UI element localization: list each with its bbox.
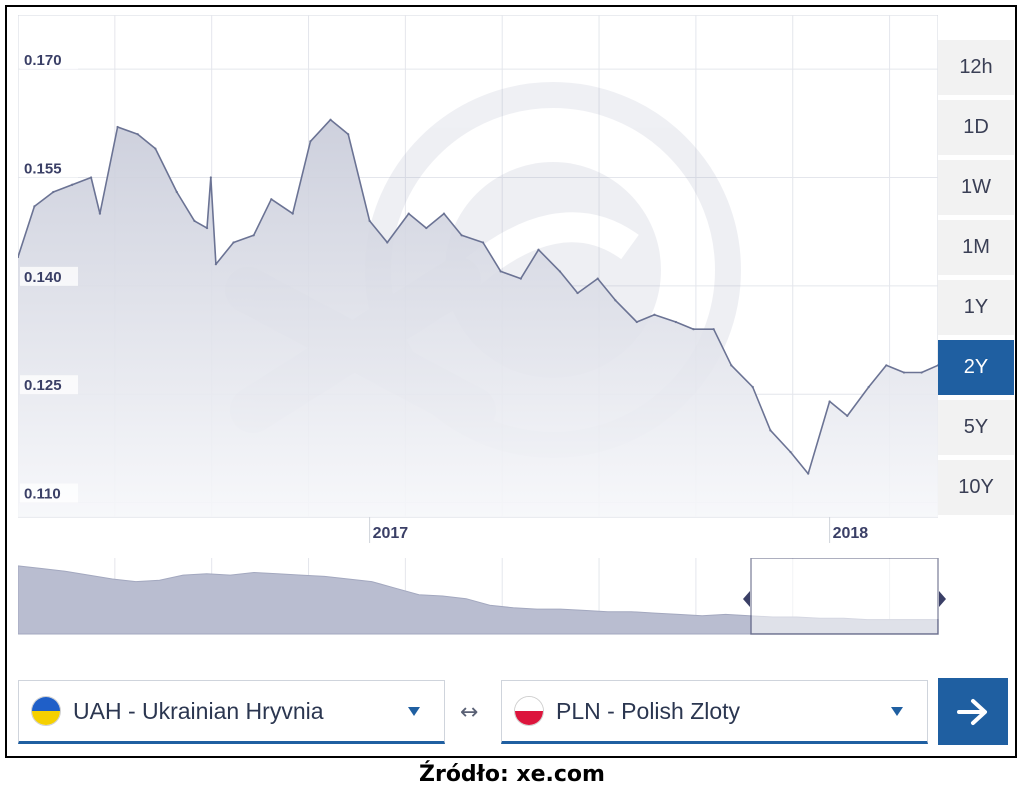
x-tick-label: 2017	[373, 525, 409, 542]
x-axis: 2017 2018	[369, 517, 869, 543]
rate-point	[368, 219, 371, 222]
rate-area	[18, 118, 938, 517]
rate-point	[347, 133, 350, 136]
rate-point	[460, 234, 463, 237]
range-button-1y[interactable]: 1Y	[938, 280, 1014, 335]
rate-point	[71, 183, 74, 186]
rate-point	[425, 226, 428, 230]
rate-point	[614, 299, 617, 302]
rate-point	[902, 371, 906, 374]
y-tick-label: 0.125	[24, 377, 62, 394]
range-button-1m[interactable]: 1M	[938, 220, 1014, 275]
rate-point	[98, 212, 102, 215]
rate-point	[558, 270, 562, 273]
rate-point	[789, 450, 792, 454]
rate-point	[193, 219, 196, 222]
left-handle-icon	[743, 591, 750, 607]
y-tick-label: 0.140	[24, 269, 62, 286]
rate-point	[936, 364, 938, 367]
rate-point	[730, 364, 733, 367]
to-currency-label: PLN - Polish Zloty	[556, 697, 741, 724]
exchange-rate-chart: 0.170 0.155 0.140 0.125 0.110 2017 2018	[18, 15, 938, 543]
y-axis: 0.170 0.155 0.140 0.125 0.110	[20, 50, 78, 503]
range-button-5y[interactable]: 5Y	[938, 400, 1014, 455]
ukraine-flag-icon	[31, 696, 61, 726]
rate-point	[537, 248, 540, 251]
rate-point	[407, 212, 410, 215]
rate-point	[769, 429, 772, 432]
rate-point	[89, 176, 93, 179]
from-currency-select[interactable]: UAH - Ukrainian Hryvnia	[18, 680, 445, 744]
y-tick-background	[20, 375, 78, 395]
rate-point	[828, 400, 831, 403]
rate-point	[232, 241, 235, 244]
rate-point	[576, 291, 579, 295]
y-tick-background	[20, 50, 78, 70]
swap-currencies-button[interactable]: ↔	[460, 700, 479, 725]
y-tick-background	[20, 158, 78, 178]
rate-point	[116, 125, 119, 129]
y-tick-background	[20, 483, 78, 503]
rate-point	[252, 234, 255, 237]
range-button-2y[interactable]: 2Y	[938, 340, 1014, 395]
from-currency-label: UAH - Ukrainian Hryvnia	[73, 697, 324, 724]
range-button-1w[interactable]: 1W	[938, 160, 1014, 215]
rate-point	[18, 255, 20, 259]
y-tick-label: 0.155	[24, 161, 62, 178]
rate-point	[386, 241, 389, 244]
rate-point	[846, 414, 849, 417]
x-tick-label: 2018	[833, 525, 869, 542]
rate-point	[635, 320, 638, 324]
range-navigator[interactable]	[18, 558, 948, 638]
rate-point	[205, 226, 209, 230]
poland-flag-icon	[514, 696, 544, 726]
rate-point	[154, 147, 157, 150]
to-currency-select[interactable]: PLN - Polish Zloty	[501, 680, 928, 744]
rate-point	[291, 212, 294, 215]
rate-point	[920, 371, 923, 374]
rate-point	[596, 277, 599, 280]
y-tick-label: 0.110	[24, 486, 61, 503]
rate-point	[653, 313, 656, 316]
rate-point	[136, 133, 139, 136]
chevron-down-icon	[891, 706, 903, 716]
rate-point	[712, 328, 715, 331]
rate-point	[175, 190, 178, 194]
range-button-12h[interactable]: 12h	[938, 40, 1014, 95]
rate-point	[885, 364, 888, 367]
rate-point	[481, 241, 485, 244]
rate-point	[807, 472, 810, 475]
arrow-right-icon	[957, 698, 987, 725]
rate-point	[270, 198, 273, 201]
rate-point	[33, 205, 36, 208]
rate-line	[18, 118, 938, 475]
range-selector: 12h 1D 1W 1M 1Y 2Y 5Y 10Y	[938, 40, 1014, 515]
convert-button[interactable]	[938, 678, 1008, 745]
rate-point	[214, 263, 217, 266]
chevron-down-icon	[408, 706, 420, 716]
range-button-10y[interactable]: 10Y	[938, 460, 1014, 515]
rate-point	[52, 190, 55, 194]
rate-point	[867, 385, 870, 389]
rate-point	[692, 328, 695, 331]
navigator-selection	[750, 558, 939, 635]
rate-point	[329, 118, 332, 121]
rate-point	[442, 212, 446, 215]
source-caption: Źródło: xe.com	[419, 762, 605, 787]
rate-point	[519, 277, 522, 280]
rate-point	[499, 270, 502, 273]
rate-point	[751, 385, 754, 389]
rate-point	[209, 176, 212, 179]
rate-area-fill	[18, 119, 938, 517]
right-handle-icon	[939, 591, 946, 607]
y-tick-label: 0.170	[24, 52, 62, 69]
y-tick-background	[20, 266, 78, 286]
range-button-1d[interactable]: 1D	[938, 100, 1014, 155]
rate-point	[309, 140, 312, 143]
rate-point	[674, 320, 677, 324]
